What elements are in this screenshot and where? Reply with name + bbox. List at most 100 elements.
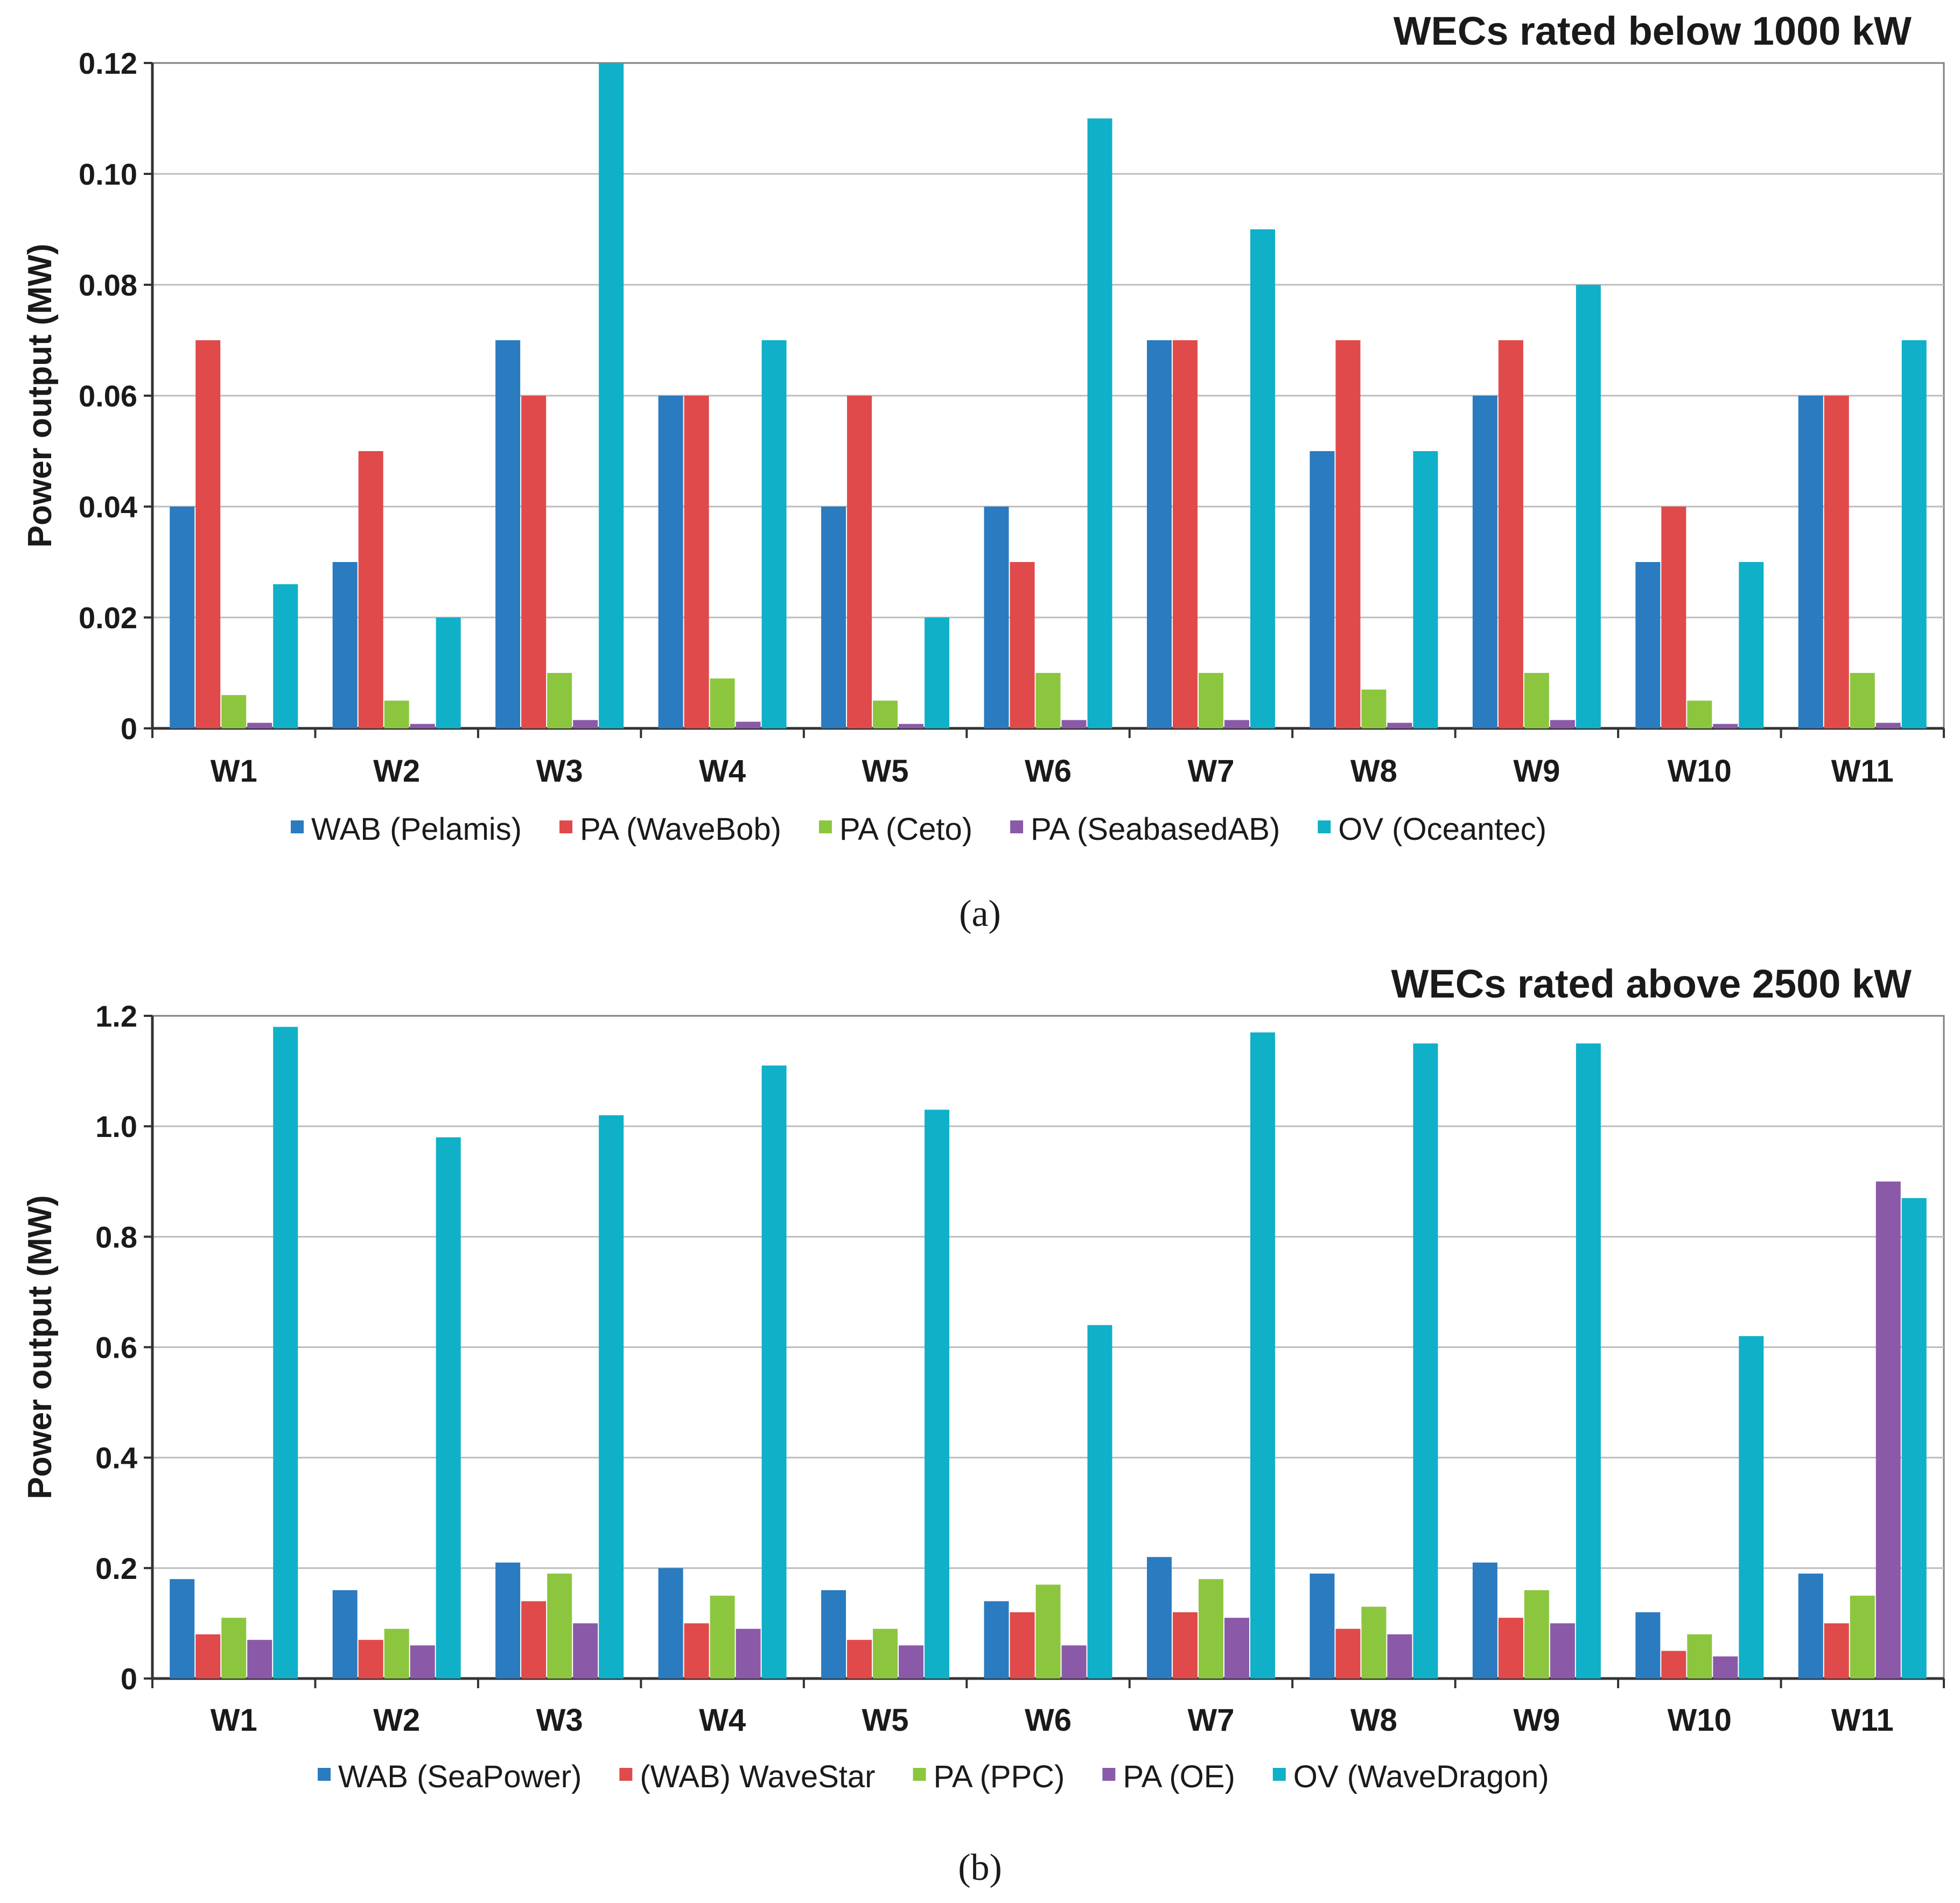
y-tick-label: 0.10 xyxy=(79,157,137,191)
figure-caption: (a) xyxy=(959,893,1001,935)
x-tick-label: W1 xyxy=(211,1703,257,1738)
bar-w5-series-4 xyxy=(899,1645,924,1679)
y-tick-label: 0.04 xyxy=(79,490,137,524)
chart-title: WECs rated below 1000 kW xyxy=(1394,9,1912,53)
y-tick-label: 0.8 xyxy=(95,1220,137,1254)
bar-w11-series-2 xyxy=(1824,1623,1849,1679)
bar-w9-series-1 xyxy=(1472,396,1497,728)
bar-w1-series-1 xyxy=(170,507,195,728)
bar-w2-series-5 xyxy=(436,617,461,728)
bar-w7-series-5 xyxy=(1250,1032,1275,1679)
legend-swatch xyxy=(1102,1768,1116,1781)
bar-w1-series-3 xyxy=(221,695,247,728)
bar-w1-series-5 xyxy=(273,584,298,728)
legend-label: PA (SeabasedAB) xyxy=(1031,812,1280,847)
bar-w10-series-2 xyxy=(1661,507,1686,728)
bar-w3-series-4 xyxy=(573,1623,598,1679)
bar-w1-series-2 xyxy=(195,340,221,728)
bar-w4-series-1 xyxy=(658,396,683,728)
legend: WAB (SeaPower) (WAB) WaveStar PA (PPC) PA (… xyxy=(318,1759,1549,1794)
y-tick-label: 0 xyxy=(121,1662,137,1696)
x-tick-label: W7 xyxy=(1187,1703,1234,1738)
legend-label: PA (PPC) xyxy=(934,1759,1065,1794)
legend-swatch xyxy=(818,820,832,833)
bar-w3-series-1 xyxy=(495,1562,521,1679)
x-tick-label: W9 xyxy=(1513,1703,1560,1738)
bar-w6-series-2 xyxy=(1010,1612,1035,1679)
bar-w5-series-3 xyxy=(873,1628,898,1679)
bar-w3-series-5 xyxy=(599,1115,624,1679)
bar-w8-series-3 xyxy=(1361,689,1387,728)
bar-w6-series-4 xyxy=(1061,720,1087,728)
bar-w2-series-1 xyxy=(332,1590,358,1679)
bar-w11-series-4 xyxy=(1875,722,1901,728)
legend-label: WAB (SeaPower) xyxy=(338,1759,582,1794)
bar-w6-series-3 xyxy=(1035,1584,1061,1679)
bar-w4-series-5 xyxy=(761,1065,787,1679)
y-tick-label: 0.08 xyxy=(79,268,137,302)
bar-w9-series-3 xyxy=(1524,673,1549,728)
bar-w1-series-4 xyxy=(247,1640,272,1679)
bar-w11-series-5 xyxy=(1901,340,1927,728)
y-tick-label: 0.12 xyxy=(79,46,137,80)
bar-w7-series-1 xyxy=(1146,340,1172,728)
legend-swatch xyxy=(559,820,572,833)
bar-w5-series-1 xyxy=(821,507,846,728)
bar-w11-series-4 xyxy=(1875,1181,1901,1679)
bar-w5-series-4 xyxy=(899,724,924,728)
bar-w5-series-2 xyxy=(847,1640,872,1679)
x-tick-label: W1 xyxy=(211,754,257,789)
chart-a: 0 0.02 0.04 0.06 0.08 0.10 0.12 W1 W2 W3 W4 W5 W6 W7 W… xyxy=(22,9,1945,935)
bar-w2-series-5 xyxy=(436,1137,461,1679)
bar-w8-series-1 xyxy=(1310,1574,1335,1679)
bar-w9-series-2 xyxy=(1498,1618,1523,1679)
bar-w2-series-4 xyxy=(410,724,435,728)
legend-swatch xyxy=(913,1768,926,1781)
bar-w11-series-5 xyxy=(1901,1198,1927,1679)
bar-w7-series-4 xyxy=(1224,1618,1249,1679)
bar-w6-series-3 xyxy=(1035,673,1061,728)
y-tick-label: 0.06 xyxy=(79,379,137,413)
bar-w5-series-1 xyxy=(821,1590,846,1679)
bar-w9-series-1 xyxy=(1472,1562,1497,1679)
x-tick-label: W10 xyxy=(1668,1703,1732,1738)
legend-swatch xyxy=(1318,820,1331,833)
bar-w5-series-2 xyxy=(847,396,872,728)
bar-w7-series-2 xyxy=(1172,340,1198,728)
bar-w8-series-3 xyxy=(1361,1606,1387,1679)
y-tick-label: 1.2 xyxy=(95,999,137,1033)
bar-w10-series-4 xyxy=(1713,724,1738,728)
legend: WAB (Pelamis) PA (WaveBob) PA (Ceto) PA (Se… xyxy=(291,812,1546,847)
legend-swatch xyxy=(619,1768,633,1781)
y-tick-label: 0.4 xyxy=(95,1441,137,1475)
bar-w4-series-3 xyxy=(710,1596,735,1679)
bar-w9-series-2 xyxy=(1498,340,1523,728)
bar-w10-series-1 xyxy=(1635,1612,1661,1679)
x-tick-label: W11 xyxy=(1831,1703,1894,1738)
bar-w8-series-5 xyxy=(1413,451,1438,728)
y-axis-label: Power output (MW) xyxy=(22,1195,59,1499)
legend-label: OV (WaveDragon) xyxy=(1293,1759,1549,1794)
bar-w1-series-4 xyxy=(247,722,272,728)
bar-w9-series-4 xyxy=(1550,1623,1575,1679)
legend-label: PA (OE) xyxy=(1123,1759,1235,1794)
bar-w4-series-3 xyxy=(710,678,735,728)
legend-swatch xyxy=(1010,820,1024,833)
bar-w10-series-1 xyxy=(1635,562,1661,728)
x-tick-label: W2 xyxy=(373,1703,420,1738)
x-tick-label: W7 xyxy=(1187,754,1234,789)
bar-w7-series-3 xyxy=(1198,673,1223,728)
bar-w5-series-5 xyxy=(925,617,950,728)
bar-w3-series-4 xyxy=(573,720,598,728)
bar-w8-series-2 xyxy=(1335,340,1361,728)
bar-w5-series-3 xyxy=(873,700,898,728)
bar-w9-series-3 xyxy=(1524,1590,1549,1679)
y-tick-label: 0.6 xyxy=(95,1331,137,1365)
bar-w11-series-1 xyxy=(1798,396,1823,728)
bar-w11-series-3 xyxy=(1850,1596,1875,1679)
bar-w1-series-2 xyxy=(195,1634,221,1679)
bar-w10-series-5 xyxy=(1739,562,1764,728)
bar-w8-series-1 xyxy=(1310,451,1335,728)
bar-w6-series-1 xyxy=(984,1601,1009,1679)
